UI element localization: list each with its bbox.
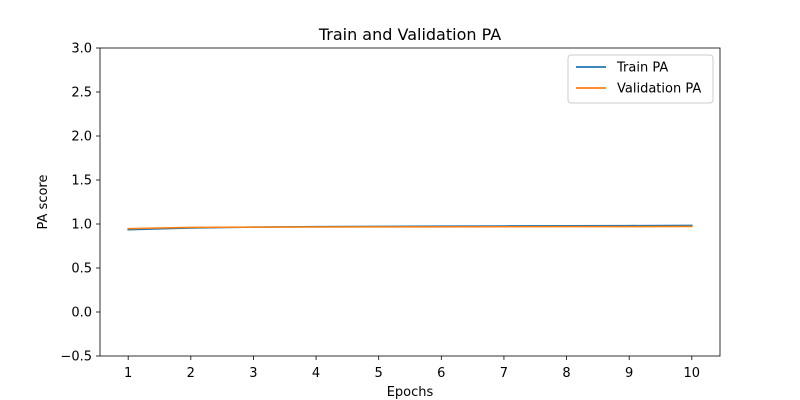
y-tick-label: 1.5 xyxy=(71,174,92,189)
x-tick-label: 5 xyxy=(375,366,383,381)
y-tick-label: −0.5 xyxy=(60,350,92,365)
legend-label-train: Train PA xyxy=(616,61,668,76)
y-tick-label: 0.5 xyxy=(71,262,92,277)
x-tick-label: 1 xyxy=(124,366,132,381)
y-tick-label: 0.0 xyxy=(71,306,92,321)
plot-area: 1 2 3 4 5 6 7 8 9 10 −0.5 0.0 0.5 1.0 1.5 2.0 2.5 3.0 xyxy=(60,42,721,381)
y-axis-label: PA score xyxy=(36,175,51,230)
x-tick-label: 10 xyxy=(684,366,701,381)
legend-label-validation: Validation PA xyxy=(617,82,701,97)
series-line-validation xyxy=(127,225,693,230)
x-tick-label: 3 xyxy=(249,366,257,381)
legend: Train PA Validation PA xyxy=(567,54,714,104)
x-tick-label: 8 xyxy=(562,366,570,381)
y-tick-label: 2.0 xyxy=(71,130,92,145)
x-tick-label: 9 xyxy=(625,366,633,381)
y-tick-label: 3.0 xyxy=(71,42,92,57)
axes-frame xyxy=(99,47,721,357)
y-tick-label: 2.5 xyxy=(71,86,92,101)
x-axis-label: Epochs xyxy=(387,385,434,400)
x-tick-label: 2 xyxy=(187,366,195,381)
chart-title: Train and Validation PA xyxy=(318,25,501,44)
x-tick-label: 7 xyxy=(500,366,508,381)
y-tick-label: 1.0 xyxy=(71,218,92,233)
x-tick-label: 6 xyxy=(437,366,445,381)
x-tick-label: 4 xyxy=(312,366,320,381)
